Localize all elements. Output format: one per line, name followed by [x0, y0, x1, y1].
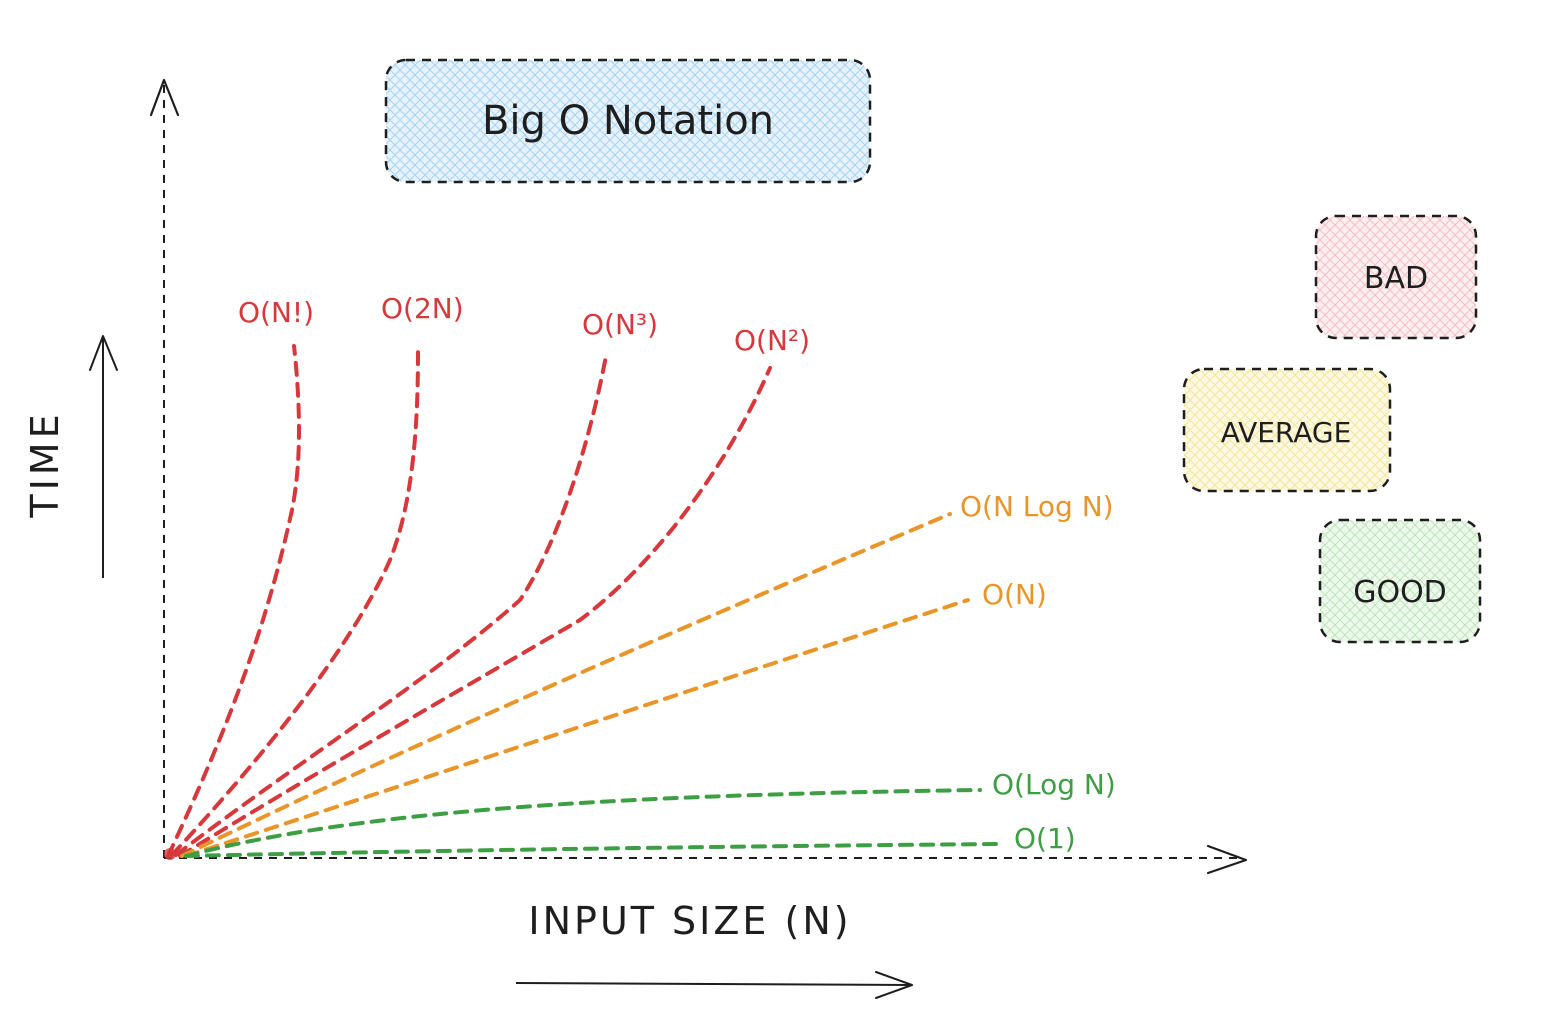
x-axis-label: INPUT SIZE (N) — [528, 899, 851, 943]
curve-label: O(N²) — [734, 324, 810, 357]
diagram-title: Big O Notation — [482, 98, 774, 144]
curve-o-n-factorial — [166, 344, 301, 858]
curve-o-n — [184, 598, 970, 858]
curve-o-2n — [170, 350, 420, 857]
curve-o-1 — [184, 842, 1002, 858]
legend-good: GOOD — [1318, 518, 1482, 644]
legend-average-label: AVERAGE — [1221, 416, 1352, 449]
y-label-arrowhead — [89, 335, 118, 371]
curve-o-log-n — [184, 788, 982, 858]
curve-label: O(Log N) — [992, 768, 1116, 801]
y-axis-label: TIME — [23, 410, 67, 518]
x-axis-label-group: INPUT SIZE (N) — [515, 899, 913, 999]
x-axis — [164, 844, 1248, 875]
curve-o-n-log-n — [180, 512, 952, 858]
curve-label: O(N) — [982, 578, 1047, 611]
legend-bad: BAD — [1314, 214, 1478, 340]
legend: BAD AVERAGE GOOD — [1182, 214, 1482, 644]
curve-o-n-squared — [178, 366, 772, 858]
legend-average: AVERAGE — [1182, 367, 1392, 493]
x-axis-arrowhead — [1206, 844, 1248, 875]
x-label-arrowhead — [875, 971, 913, 999]
y-axis — [149, 78, 180, 858]
title-box: Big O Notation — [384, 58, 872, 184]
legend-bad-label: BAD — [1364, 261, 1428, 296]
y-axis-label-group: TIME — [23, 335, 118, 578]
legend-good-label: GOOD — [1353, 575, 1447, 610]
curve-label: O(1) — [1014, 822, 1076, 855]
curve-label: O(N!) — [238, 296, 314, 329]
curves — [164, 344, 1002, 860]
curve-labels: O(N!) O(2N) O(N³) O(N²) O(N Log N) O(N) … — [238, 292, 1116, 855]
y-axis-arrowhead — [149, 78, 180, 117]
curve-label: O(2N) — [381, 292, 464, 325]
x-label-arrow — [515, 982, 911, 986]
origin-marker — [164, 848, 176, 860]
curve-o-n-cubed — [174, 354, 608, 857]
curve-label: O(N Log N) — [960, 490, 1114, 523]
curve-label: O(N³) — [582, 308, 658, 341]
